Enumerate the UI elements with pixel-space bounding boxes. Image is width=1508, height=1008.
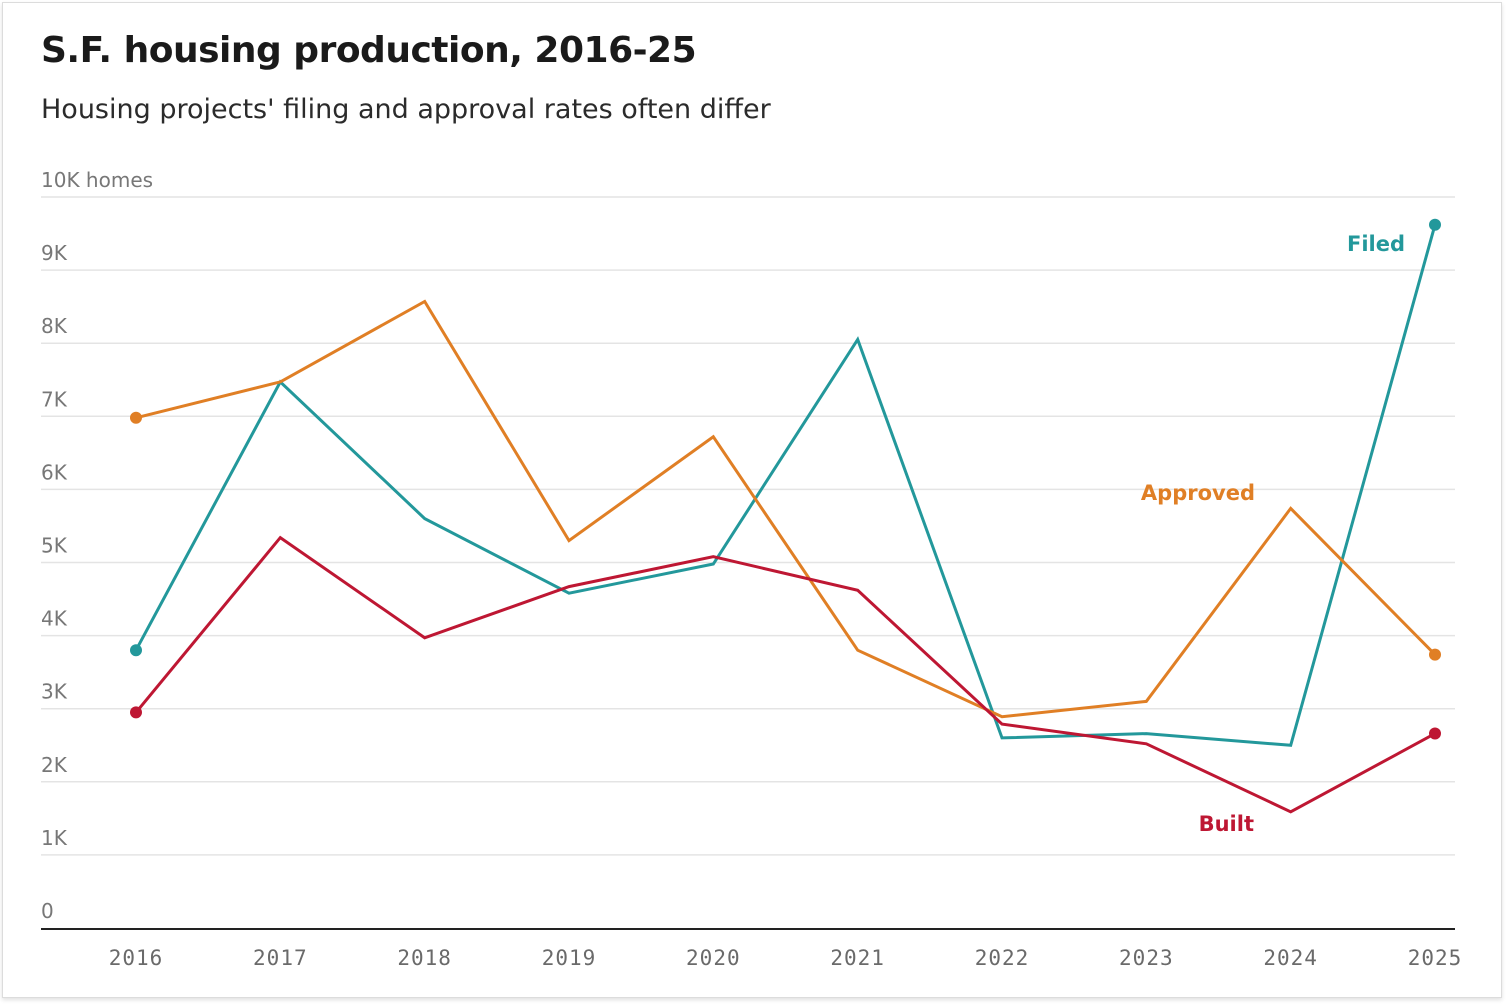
x-tick-label: 2016 xyxy=(109,946,164,970)
chart-title: S.F. housing production, 2016-25 xyxy=(41,30,697,71)
x-tick-label: 2024 xyxy=(1263,946,1318,970)
y-tick-label: 7K xyxy=(41,387,68,411)
data-point-built xyxy=(1429,727,1441,740)
y-tick-label: 10K homes xyxy=(41,168,153,192)
chart-subtitle: Housing projects' filing and approval ra… xyxy=(41,94,771,125)
y-tick-label: 8K xyxy=(41,314,68,338)
series-label-built: Built xyxy=(1199,812,1254,836)
y-tick-label: 0 xyxy=(41,899,54,923)
x-tick-label: 2018 xyxy=(397,946,452,970)
series-built xyxy=(130,535,1441,814)
series-approved xyxy=(130,299,1441,719)
x-tick-label: 2023 xyxy=(1119,946,1174,970)
x-tick-label: 2025 xyxy=(1408,946,1463,970)
data-point-built xyxy=(130,706,142,719)
data-point-approved xyxy=(1429,648,1441,661)
x-axis: 2016 2017 2018 2019 2020 2021 2022 2023 2024 2025 xyxy=(109,946,1463,970)
series-label-approved: Approved xyxy=(1141,481,1255,505)
y-tick-label: 4K xyxy=(41,607,68,631)
x-tick-label: 2020 xyxy=(686,946,741,970)
y-tick-label: 6K xyxy=(41,460,68,484)
series-line-built xyxy=(134,535,1437,814)
y-axis: 0 1K 2K 3K 4K 5K 6K 7K 8K 9K 10K homes xyxy=(41,168,1455,923)
x-tick-label: 2021 xyxy=(830,946,885,970)
series-line-filed xyxy=(134,223,1437,747)
y-tick-label: 3K xyxy=(41,680,68,704)
data-point-approved xyxy=(130,411,142,424)
y-tick-label: 1K xyxy=(41,826,68,850)
series-line-approved xyxy=(134,299,1437,719)
series-filed xyxy=(130,218,1441,747)
data-point-filed xyxy=(130,644,142,657)
x-tick-label: 2017 xyxy=(253,946,308,970)
y-tick-label: 9K xyxy=(41,241,68,265)
x-tick-label: 2022 xyxy=(975,946,1030,970)
y-tick-label: 2K xyxy=(41,753,68,777)
series-label-filed: Filed xyxy=(1347,232,1405,256)
y-tick-label: 5K xyxy=(41,534,68,558)
x-tick-label: 2019 xyxy=(542,946,597,970)
data-point-filed xyxy=(1429,218,1441,231)
